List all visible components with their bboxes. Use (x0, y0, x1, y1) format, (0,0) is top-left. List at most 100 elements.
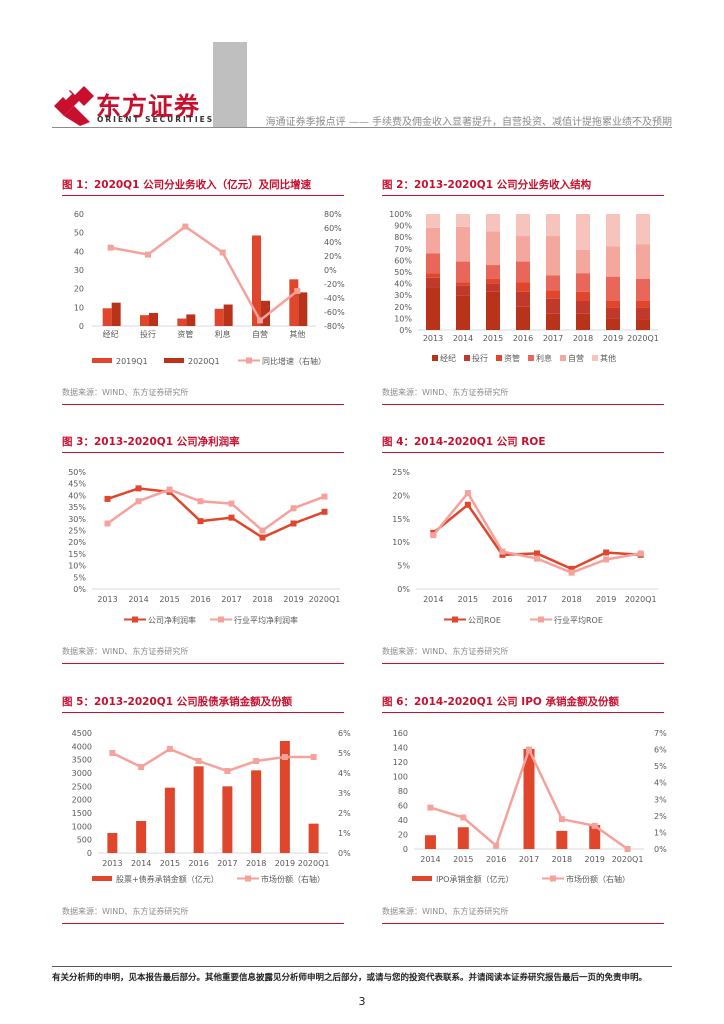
series-point (321, 493, 328, 500)
y-tick-label: 40 (398, 816, 408, 825)
x-tick-label: 2015 (458, 595, 478, 604)
x-tick-label: 自营 (252, 329, 268, 339)
x-tick-label: 2018 (246, 859, 266, 868)
y-tick-label: 0 (79, 322, 84, 331)
figure-1-source-rule (62, 404, 344, 405)
share-point (138, 764, 145, 770)
legend-label: 公司净利润率 (148, 615, 196, 625)
series-point (197, 498, 204, 505)
y-tick-label: 80% (394, 233, 412, 242)
stack-segment-利息 (426, 253, 440, 274)
y2-tick-label: -40% (324, 294, 345, 303)
share-point (224, 768, 231, 774)
legend-label: 其他 (600, 353, 616, 363)
growth-point (257, 317, 263, 324)
figure-4-source: 数据来源：WIND、东方证券研究所 (382, 647, 509, 656)
series-point (603, 556, 610, 563)
share-point (195, 758, 202, 764)
x-tick-label: 2016 (513, 334, 533, 343)
logo-english-name: ORIENT SECURITIES (97, 115, 215, 124)
bar-amount (193, 766, 204, 853)
bar-amount (279, 741, 290, 853)
y-tick-label: 100 (393, 773, 408, 782)
series-point (166, 486, 173, 493)
stack-segment-经纪 (636, 319, 650, 330)
figure-1-title: 图 1：2020Q1 公司分业务收入（亿元）及同比增速 (62, 179, 312, 191)
legend-label: 行业平均ROE (554, 615, 603, 625)
figure-1-source: 数据来源：WIND、东方证券研究所 (62, 388, 189, 397)
series-point (499, 551, 506, 558)
stack-segment-资管 (516, 282, 530, 292)
series-point (290, 520, 297, 527)
legend-marker (245, 875, 251, 882)
y-tick-label: 25% (392, 468, 410, 477)
y-tick-label: 10% (394, 314, 412, 323)
bar-2020Q1 (111, 302, 121, 326)
x-tick-label: 2016 (188, 859, 208, 868)
y2-tick-label: 0% (654, 845, 667, 854)
legend-label: 2019Q1 (116, 357, 148, 366)
legend-swatch (560, 355, 566, 361)
growth-point (294, 288, 301, 294)
y-tick-label: 50% (394, 268, 412, 277)
x-tick-label: 2018 (573, 334, 593, 343)
y2-tick-label: 3% (654, 795, 667, 804)
figure-1-chart: 0 10 20 30 40 50 60 -80% -60% -40% -20% 0% 20% 40% 60%… (74, 210, 345, 366)
legend-label: 2020Q1 (188, 357, 220, 366)
y-tick-label: 30% (68, 515, 86, 524)
share-point (166, 746, 173, 752)
bar-2019Q1 (289, 279, 299, 326)
y-tick-label: 30% (394, 291, 412, 300)
bar-amount (136, 821, 147, 853)
stack-segment-投行 (426, 277, 440, 288)
y-tick-label: 10% (68, 562, 86, 571)
y2-tick-label: 3% (338, 789, 351, 798)
x-tick-label: 其他 (289, 329, 305, 339)
legend-label: 同比增速（右轴） (262, 356, 326, 366)
legend-label: 利息 (536, 353, 552, 363)
share-point (460, 814, 467, 821)
series-point (499, 548, 506, 555)
y-tick-label: 2500 (72, 782, 92, 791)
legend-label: IPO承销金额（亿元） (436, 874, 513, 884)
x-tick-label: 2017 (221, 595, 241, 604)
series-point (290, 505, 297, 512)
legend-label: 行业平均净利润率 (234, 615, 298, 625)
y-tick-label: 4500 (72, 729, 92, 738)
series-point (197, 518, 204, 525)
legend-swatch (432, 355, 438, 361)
bar-2019Q1 (140, 315, 149, 326)
y-tick-label: 25% (68, 527, 86, 536)
bar-amount (251, 770, 262, 853)
figure-4-rule (382, 452, 664, 453)
y-tick-label: 60% (394, 256, 412, 265)
stack-segment-资管 (486, 278, 500, 284)
y2-tick-label: 1% (654, 828, 667, 837)
series-point (464, 501, 471, 508)
x-tick-label: 2019 (275, 859, 295, 868)
figure-5-source: 数据来源：WIND、东方证券研究所 (62, 907, 189, 916)
y-tick-label: 70% (394, 245, 412, 254)
legend-label: 投行 (472, 353, 488, 363)
share-point (310, 754, 317, 760)
stack-segment-资管 (546, 290, 560, 299)
y-tick-label: 100% (389, 210, 412, 219)
x-tick-label: 2015 (453, 855, 473, 864)
y2-tick-label: -60% (324, 308, 345, 317)
stack-segment-经纪 (456, 295, 470, 330)
growth-point (219, 249, 226, 256)
legend-marker (452, 616, 458, 623)
bar-amount (589, 825, 601, 849)
y2-tick-label: 5% (654, 762, 667, 771)
figure-3-chart: 0% 5% 10% 15% 20% 25% 30% 35% 40% 45% 50% 2013 2014 2… (68, 468, 340, 625)
stack-segment-经纪 (486, 291, 500, 330)
stack-segment-利息 (546, 275, 560, 291)
figure-2-source: 数据来源：WIND、东方证券研究所 (382, 388, 509, 397)
y-tick-label: 50 (74, 229, 84, 238)
series-point (568, 569, 575, 576)
series-point (259, 534, 266, 541)
x-tick-label: 2014 (423, 595, 443, 604)
x-tick-label: 2017 (543, 334, 563, 343)
x-tick-label: 2020Q1 (612, 855, 644, 864)
series-point (228, 500, 235, 507)
